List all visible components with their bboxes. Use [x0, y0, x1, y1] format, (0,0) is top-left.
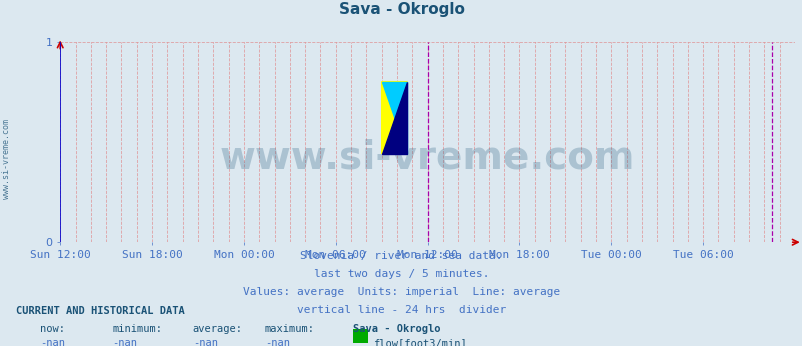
Text: average:: average:: [192, 324, 242, 334]
Text: www.si-vreme.com: www.si-vreme.com: [2, 119, 11, 199]
Text: last two days / 5 minutes.: last two days / 5 minutes.: [314, 269, 488, 279]
Text: -nan: -nan: [112, 338, 137, 346]
Text: Sava - Okroglo: Sava - Okroglo: [353, 324, 440, 334]
Text: now:: now:: [40, 324, 65, 334]
Text: -nan: -nan: [40, 338, 65, 346]
Text: Values: average  Units: imperial  Line: average: Values: average Units: imperial Line: av…: [242, 287, 560, 297]
Text: Slovenia / river and sea data.: Slovenia / river and sea data.: [300, 251, 502, 261]
Text: -nan: -nan: [192, 338, 217, 346]
Text: vertical line - 24 hrs  divider: vertical line - 24 hrs divider: [297, 305, 505, 315]
Text: Sava - Okroglo: Sava - Okroglo: [338, 2, 464, 17]
Text: www.si-vreme.com: www.si-vreme.com: [220, 139, 634, 177]
Polygon shape: [381, 82, 407, 154]
Polygon shape: [381, 82, 407, 154]
Text: -nan: -nan: [265, 338, 290, 346]
Text: minimum:: minimum:: [112, 324, 162, 334]
Text: CURRENT AND HISTORICAL DATA: CURRENT AND HISTORICAL DATA: [16, 306, 184, 316]
Text: maximum:: maximum:: [265, 324, 314, 334]
Polygon shape: [381, 82, 407, 154]
Text: flow[foot3/min]: flow[foot3/min]: [373, 338, 467, 346]
